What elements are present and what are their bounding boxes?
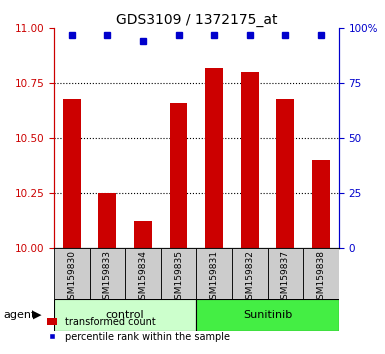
Text: GSM159835: GSM159835: [174, 250, 183, 306]
Bar: [232, 248, 268, 299]
Bar: [90, 248, 125, 299]
Bar: [268, 248, 303, 299]
Text: ▶: ▶: [33, 310, 41, 320]
Text: GSM159830: GSM159830: [67, 250, 76, 306]
Text: GSM159831: GSM159831: [210, 250, 219, 306]
Text: agent: agent: [4, 310, 36, 320]
Bar: [125, 248, 161, 299]
Bar: [196, 299, 339, 331]
Text: GSM159834: GSM159834: [139, 250, 147, 305]
Text: GSM159832: GSM159832: [245, 250, 254, 305]
Bar: [196, 248, 232, 299]
Title: GDS3109 / 1372175_at: GDS3109 / 1372175_at: [116, 13, 277, 27]
Bar: [241, 72, 259, 248]
Bar: [312, 160, 330, 248]
Bar: [276, 98, 294, 248]
Legend: transformed count, percentile rank within the sample: transformed count, percentile rank withi…: [44, 313, 234, 346]
Bar: [205, 68, 223, 248]
Bar: [54, 248, 90, 299]
Bar: [134, 222, 152, 248]
Text: GSM159838: GSM159838: [316, 250, 325, 306]
Bar: [63, 98, 80, 248]
Bar: [161, 248, 196, 299]
Bar: [54, 299, 196, 331]
Bar: [303, 248, 339, 299]
Text: GSM159837: GSM159837: [281, 250, 290, 306]
Bar: [170, 103, 187, 248]
Text: control: control: [106, 310, 144, 320]
Bar: [99, 193, 116, 248]
Text: Sunitinib: Sunitinib: [243, 310, 292, 320]
Text: GSM159833: GSM159833: [103, 250, 112, 306]
